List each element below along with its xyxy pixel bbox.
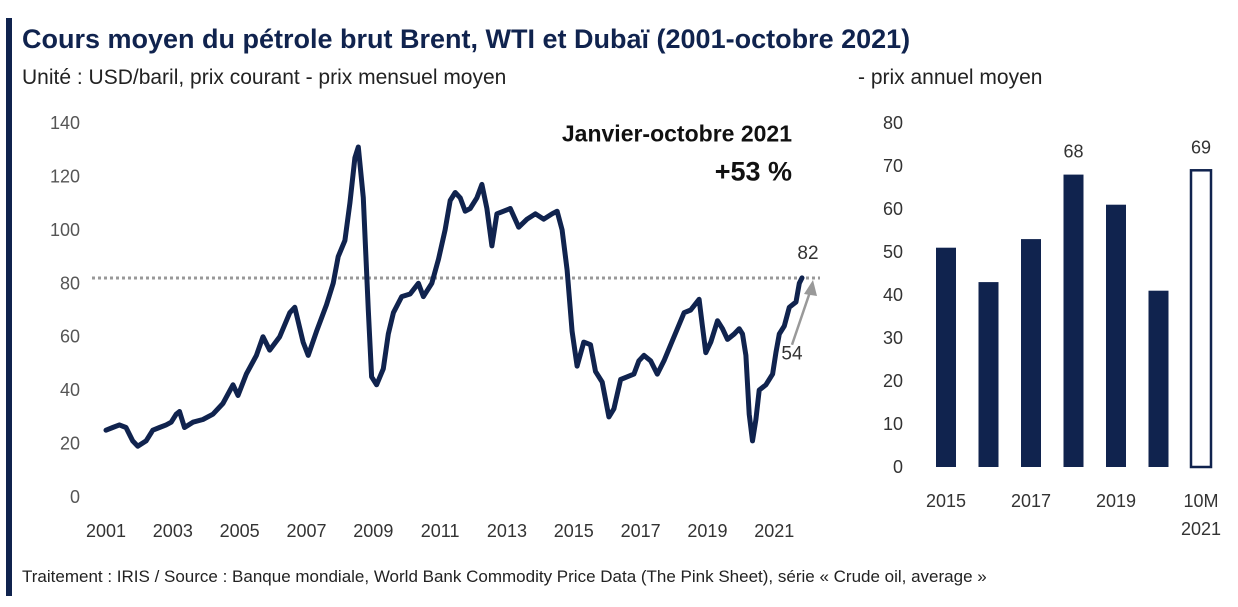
- x-tick-label: 2003: [153, 521, 193, 541]
- bar-y-tick-label: 50: [883, 242, 903, 262]
- x-tick-label: 2005: [220, 521, 260, 541]
- y-tick-label: 100: [50, 220, 80, 240]
- x-tick-label: 2017: [621, 521, 661, 541]
- bar-2016: [978, 282, 999, 467]
- annual-price-bar-chart: 0 10 20 30 40 50 60 70 80 68 69 2015 2017 2019 10M 2021: [883, 113, 1221, 539]
- bar-10M-2021: [1189, 169, 1213, 469]
- x-tick-label: 2007: [286, 521, 326, 541]
- bar-2019: [1106, 204, 1126, 467]
- x-tick-label: 2013: [487, 521, 527, 541]
- bar-chart-subtitle: - prix annuel moyen: [858, 66, 1043, 89]
- annotation-change: +53 %: [715, 156, 792, 186]
- growth-arrow-shaft: [790, 291, 812, 346]
- y-tick-label: 60: [60, 327, 80, 347]
- x-tick-label: 2009: [353, 521, 393, 541]
- annotation-end-value: 82: [797, 243, 818, 264]
- monthly-price-line-chart: 0 20 40 60 80 100 120 140 2001 2003 2005 2007 2009 20…: [50, 113, 820, 541]
- bar-data-label: 68: [1063, 142, 1083, 162]
- bar-y-tick-label: 40: [883, 285, 903, 305]
- y-tick-label: 80: [60, 273, 80, 293]
- bar-y-tick-label: 0: [893, 457, 903, 477]
- bar-y-tick-label: 60: [883, 199, 903, 219]
- bar-x-tick-label: 10M: [1183, 491, 1218, 511]
- bar-x-tick-label: 2019: [1096, 491, 1136, 511]
- chart-title: Cours moyen du pétrole brut Brent, WTI e…: [22, 24, 911, 54]
- annotation-period: Janvier-octobre 2021: [562, 121, 792, 147]
- bar-x-tick-label: 2017: [1011, 491, 1051, 511]
- bar-y-tick-label: 30: [883, 328, 903, 348]
- x-tick-label: 2001: [86, 521, 126, 541]
- x-tick-label: 2015: [554, 521, 594, 541]
- bar-2017: [1021, 239, 1041, 467]
- bar-x-tick-label: 2015: [926, 491, 966, 511]
- x-tick-label: 2021: [754, 521, 794, 541]
- bar-2015: [936, 247, 956, 467]
- bar-2020: [1148, 290, 1169, 467]
- y-tick-label: 40: [60, 380, 80, 400]
- y-tick-label: 120: [50, 166, 80, 186]
- line-chart-subtitle: Unité : USD/baril, prix courant - prix m…: [22, 66, 507, 89]
- bar-2018: [1063, 174, 1084, 467]
- x-tick-label: 2019: [687, 521, 727, 541]
- bar-data-label: 69: [1191, 137, 1211, 157]
- bar-x-tick-label: 2021: [1181, 519, 1221, 539]
- accent-bar: [6, 18, 12, 596]
- x-tick-label: 2011: [421, 521, 460, 541]
- source-footer: Traitement : IRIS / Source : Banque mond…: [22, 567, 987, 586]
- growth-arrow-head: [804, 279, 817, 296]
- y-tick-label: 140: [50, 113, 80, 133]
- bar-y-tick-label: 10: [883, 414, 903, 434]
- bar-y-tick-label: 80: [883, 113, 903, 133]
- y-tick-label: 0: [70, 487, 80, 507]
- y-tick-label: 20: [60, 434, 80, 454]
- series-line: [103, 144, 805, 449]
- bar-y-tick-label: 20: [883, 371, 903, 391]
- annotation-start-value: 54: [781, 343, 803, 364]
- bar-y-tick-label: 70: [883, 156, 903, 176]
